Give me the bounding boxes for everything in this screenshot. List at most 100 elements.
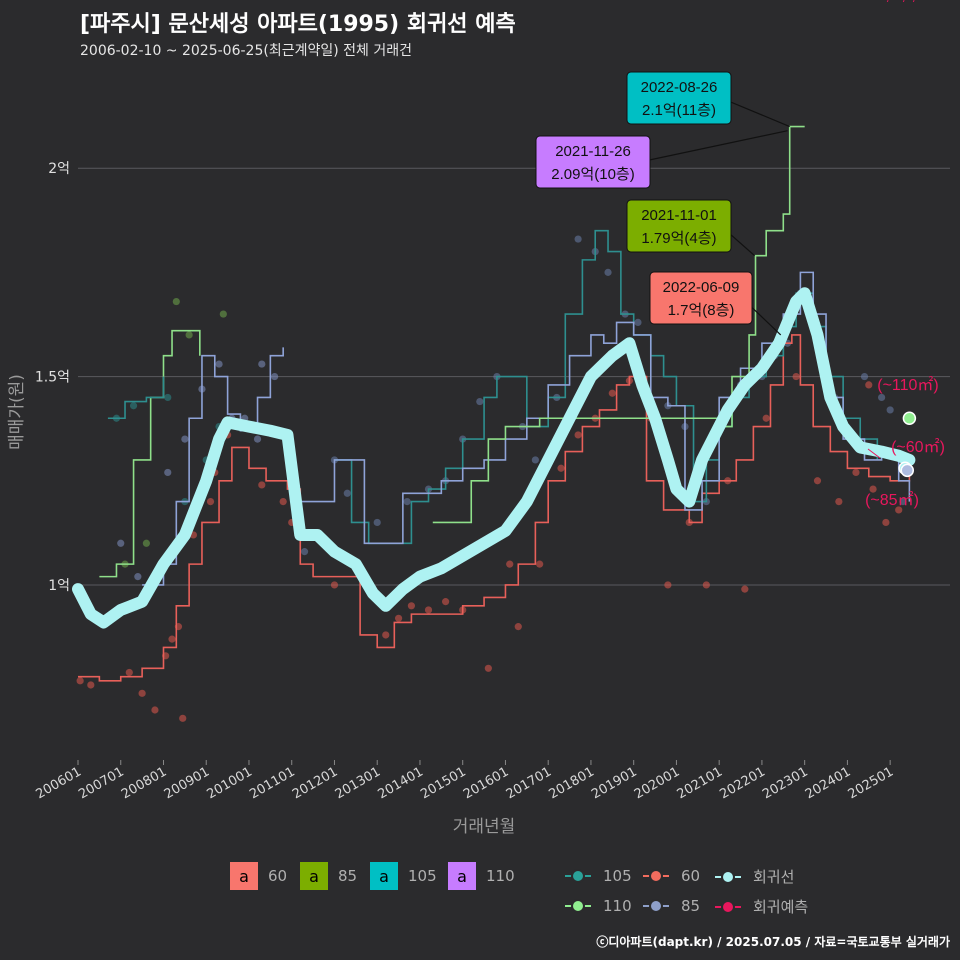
chart-title: [파주시] 문산세성 아파트(1995) 회귀선 예측 [80, 12, 516, 37]
legend-key [715, 897, 741, 917]
data-point [125, 668, 133, 677]
y-tick-label: 1억 [48, 578, 70, 594]
x-tick-label: 201101 [247, 764, 297, 802]
data-point [164, 393, 172, 402]
legend-item-area: a 85 [300, 862, 357, 890]
forecast-area: (~110㎡) [877, 376, 939, 394]
x-tick-label: 200601 [34, 764, 84, 802]
legend-item-point: 회귀선 [715, 866, 794, 887]
annotation-value: 1.7억(8층) [668, 302, 735, 319]
annotation-box [626, 71, 732, 125]
data-point [634, 318, 642, 326]
data-point [164, 468, 172, 477]
legend-item-point: 110 [565, 896, 632, 916]
annotation-date: 2022-06-09 [663, 279, 740, 296]
legend-swatch: a [300, 862, 328, 890]
legend-label: 85 [338, 867, 358, 885]
data-point [895, 506, 903, 514]
data-point [484, 664, 492, 672]
data-point [117, 539, 125, 547]
data-point [557, 464, 565, 472]
legend-swatch: a [230, 862, 258, 890]
data-point [574, 431, 582, 439]
x-tick-label: 200701 [76, 764, 126, 802]
x-tick-label: 200901 [162, 764, 212, 802]
legend-label: 110 [486, 867, 515, 885]
data-point [531, 456, 539, 464]
annotation-leader [639, 130, 788, 163]
x-tick-label: 201901 [589, 764, 639, 802]
data-point [574, 235, 582, 243]
data-point [76, 677, 84, 685]
data-point [219, 310, 227, 318]
data-point [865, 381, 873, 389]
data-point [215, 360, 223, 368]
data-point [664, 581, 672, 589]
x-tick-label: 202501 [846, 764, 896, 802]
legend-label: 85 [681, 897, 701, 915]
forecast-area: (~60㎡) [891, 438, 945, 456]
regression-line [72, 287, 916, 629]
annotation-date: 2021-11-26 [555, 143, 631, 160]
legend-label: 105 [603, 867, 632, 885]
data-point [181, 435, 189, 443]
data-point [185, 331, 193, 339]
data-point [87, 681, 95, 689]
data-point [860, 372, 869, 381]
data-point [382, 631, 390, 639]
series-line [107, 376, 165, 420]
x-tick-label: 201501 [418, 764, 468, 802]
legend-item-point: 105 [565, 866, 632, 886]
data-point [476, 397, 484, 406]
forecast-leader [867, 448, 881, 459]
annotation-box [626, 199, 732, 253]
data-point [129, 402, 138, 410]
data-point [258, 360, 266, 368]
data-point [792, 372, 800, 381]
data-point [536, 560, 544, 568]
forecast-value: 12,788 [894, 0, 943, 4]
annotation-value: 1.79억(4층) [641, 230, 716, 247]
data-point [762, 414, 770, 422]
data-point [608, 389, 616, 397]
x-axis-title: 거래년월 [453, 817, 516, 837]
legend-key [565, 896, 591, 916]
series-line [334, 229, 879, 545]
forecast-value: 12,775 [868, 0, 917, 4]
annotation-date: 2021-11-01 [641, 207, 717, 224]
annotation-value: 2.1억(11층) [642, 102, 716, 119]
legend-label: 회귀예측 [753, 898, 809, 916]
data-point [514, 623, 522, 631]
data-point [886, 406, 894, 414]
x-tick-label: 201601 [461, 764, 511, 802]
data-point [172, 297, 180, 306]
x-tick-label: 202401 [803, 764, 853, 802]
data-point [442, 598, 450, 606]
forecast-value: 14,000 [884, 0, 933, 4]
data-point [258, 481, 266, 489]
x-tick-label: 201001 [204, 764, 254, 802]
forecast-point [900, 463, 915, 478]
forecast-area: (~85㎡) [865, 491, 919, 509]
x-tick-label: 202301 [760, 764, 810, 802]
legend-key [643, 896, 669, 916]
data-point [142, 539, 150, 547]
data-point [138, 689, 146, 697]
legend-label: 회귀선 [753, 868, 795, 886]
data-point [279, 498, 287, 506]
data-point [151, 706, 159, 714]
x-tick-label: 201801 [546, 764, 596, 802]
x-tick-label: 201201 [290, 764, 340, 802]
data-point [179, 714, 187, 722]
data-point [741, 585, 749, 593]
point-legend: 105 60 회귀선 110 85 회귀예측 [565, 862, 865, 922]
legend-swatch: a [370, 862, 398, 890]
x-tick-label: 202001 [632, 764, 682, 802]
data-point [852, 468, 860, 477]
y-axis-title: 매매가(원) [7, 374, 27, 450]
legend-item-area: a 60 [230, 862, 287, 890]
data-point [878, 393, 886, 402]
legend-item-point: 60 [643, 866, 700, 886]
annotation-box [535, 135, 651, 189]
